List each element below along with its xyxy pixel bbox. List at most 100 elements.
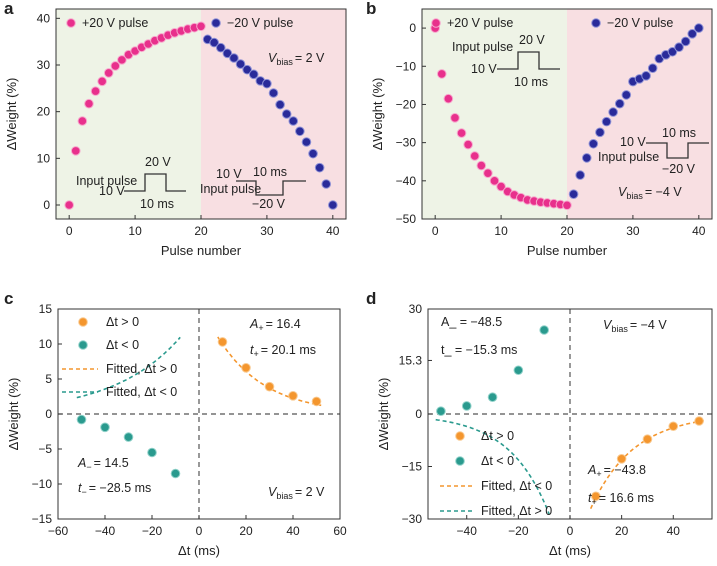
inset-width: 10 ms (253, 165, 287, 179)
legend-label: Δt < 0 (106, 338, 139, 352)
data-point (76, 414, 87, 425)
data-point (568, 189, 579, 199)
background-region (56, 9, 201, 219)
x-tick-label: 40 (286, 524, 300, 538)
vbias-annotation: Vbias = 2 V (268, 485, 325, 501)
data-point (562, 200, 572, 211)
data-point (487, 392, 498, 403)
data-point (621, 90, 632, 100)
param-a-plus: A+ = −43.8 (587, 463, 646, 479)
data-point (288, 391, 298, 401)
inset-high-voltage: 20 V (519, 33, 545, 47)
param-a-minus: A_ = −48.5 (441, 315, 502, 329)
x-tick-label: 30 (260, 224, 274, 238)
data-point (608, 107, 618, 117)
x-tick-label: −40 (457, 524, 478, 538)
panel-label-c: c (4, 289, 13, 308)
inset-base-voltage: 10 V (471, 62, 497, 76)
x-tick-label: 0 (567, 524, 574, 538)
data-point (97, 76, 107, 87)
x-tick-label: −40 (95, 524, 116, 538)
y-tick-label: −20 (396, 97, 417, 111)
y-tick-label: 15.3 (399, 353, 423, 367)
data-point (616, 454, 627, 464)
data-point (209, 37, 219, 48)
x-axis-label: Δt (ms) (549, 543, 591, 558)
x-tick-label: 20 (239, 524, 253, 538)
legend-label: Δt < 0 (481, 454, 514, 468)
data-point (463, 139, 473, 150)
data-point (248, 69, 259, 80)
legend-label: −20 V pulse (607, 16, 673, 30)
data-point (281, 109, 292, 119)
y-tick-label: −30 (396, 136, 417, 150)
data-point (235, 59, 246, 69)
y-tick-label: 0 (409, 21, 416, 35)
x-tick-label: 30 (626, 224, 640, 238)
y-tick-label: 20 (37, 105, 51, 119)
data-point (321, 179, 332, 189)
data-point (687, 29, 698, 39)
legend-label: Fitted, Δt < 0 (481, 479, 552, 493)
x-tick-label: 40 (667, 524, 681, 538)
data-point (461, 401, 472, 411)
y-axis-label: ΔWeight (%) (376, 378, 391, 451)
inset-low-voltage: −20 V (662, 162, 696, 176)
y-tick-label: 30 (37, 58, 51, 72)
data-point (117, 55, 127, 65)
y-tick-label: −15 (32, 512, 53, 526)
input-pulse-inset: 10 V 10 ms Input pulse −20 V (598, 126, 709, 176)
data-point (268, 88, 279, 98)
legend: +20 V pulse −20 V pulse (66, 16, 293, 30)
x-tick-label: 0 (66, 224, 73, 238)
data-point (469, 151, 480, 161)
inset-title: Input pulse (452, 40, 513, 54)
param-t-plus: t+ = 16.6 ms (588, 491, 654, 507)
x-tick-label: 40 (326, 224, 340, 238)
x-tick-label: −60 (48, 524, 69, 538)
legend-label: Fitted, Δt > 0 (106, 362, 177, 376)
data-point (215, 42, 226, 53)
y-tick-label: 10 (39, 337, 53, 351)
data-point (110, 61, 121, 71)
data-point (301, 137, 312, 147)
y-tick-label: 15 (39, 302, 53, 316)
legend-marker (78, 317, 88, 327)
y-tick-label: 0 (45, 407, 52, 421)
data-point (489, 176, 500, 186)
panel-d: d −40 −20 0 20 40 30 15.3 0 −15 −30 Δt (ms) ΔWeight… (366, 289, 713, 558)
legend-marker (431, 18, 441, 28)
data-point (123, 432, 134, 442)
data-point (84, 98, 94, 109)
legend-marker (78, 340, 88, 350)
inset-width: 10 ms (662, 126, 696, 140)
panel-label-d: d (366, 289, 376, 308)
legend-marker (66, 18, 76, 28)
inset-width: 10 ms (140, 197, 174, 211)
data-point (595, 127, 605, 138)
y-axis-label: ΔWeight (%) (370, 78, 385, 151)
legend: Δt > 0 Δt < 0 Fitted, Δt < 0 Fitted, Δt … (440, 429, 552, 518)
y-tick-label: 5 (45, 372, 52, 386)
x-tick-label: 20 (615, 524, 629, 538)
y-tick-label: 10 (37, 151, 51, 165)
inset-low-voltage: −20 V (252, 197, 286, 211)
y-tick-label: 0 (43, 198, 50, 212)
vbias-annotation: Vbias = −4 V (603, 318, 667, 334)
data-point (241, 363, 251, 373)
legend-label: −20 V pulse (227, 16, 293, 30)
y-tick-label: −40 (396, 174, 417, 188)
inset-title: Input pulse (200, 182, 261, 196)
legend-marker (591, 18, 601, 28)
pulse-waveform (646, 142, 709, 159)
data-point (217, 337, 228, 347)
data-point (591, 491, 601, 502)
inset-base-voltage: 10 V (620, 135, 646, 149)
data-point (288, 116, 299, 126)
inset-base-voltage: 10 V (216, 167, 242, 181)
pulse-waveform (497, 51, 560, 70)
y-tick-label: −10 (396, 59, 417, 73)
data-point (64, 200, 74, 210)
legend-label: +20 V pulse (82, 16, 148, 30)
data-point (575, 170, 585, 180)
